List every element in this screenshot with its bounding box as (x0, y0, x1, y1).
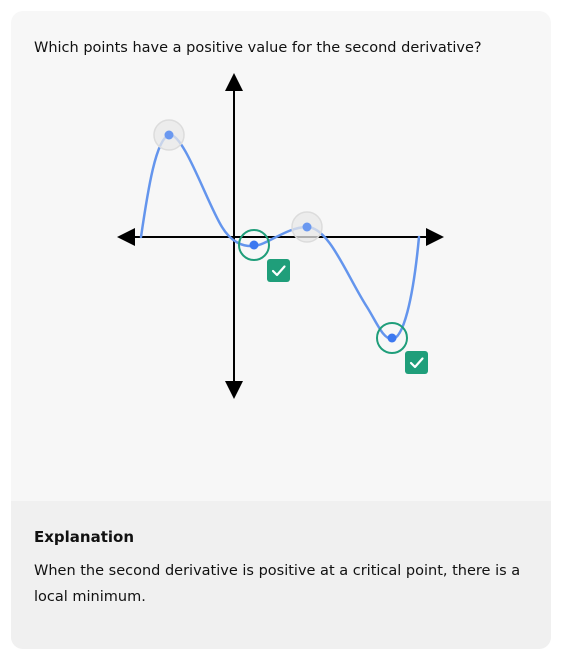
checkmark-icon (267, 259, 290, 282)
point-local-min-near-origin[interactable] (238, 229, 270, 261)
question-card: Which points have a positive value for t… (11, 11, 551, 649)
explanation-title: Explanation (34, 528, 135, 546)
function-graph (117, 73, 444, 399)
explanation-panel: Explanation When the second derivative i… (11, 501, 551, 649)
point-local-max-right[interactable] (291, 211, 323, 243)
checkmark-icon (405, 351, 428, 374)
explanation-body: When the second derivative is positive a… (34, 563, 521, 605)
question-text: Which points have a positive value for t… (34, 40, 482, 56)
point-local-max-left[interactable] (153, 119, 185, 151)
point-local-min-right[interactable] (376, 322, 408, 354)
